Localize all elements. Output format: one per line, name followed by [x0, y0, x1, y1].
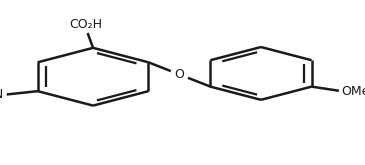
Text: OMe: OMe [341, 85, 365, 98]
Text: O₂N: O₂N [0, 88, 4, 101]
Text: O: O [174, 68, 184, 81]
Text: CO₂H: CO₂H [69, 18, 102, 31]
